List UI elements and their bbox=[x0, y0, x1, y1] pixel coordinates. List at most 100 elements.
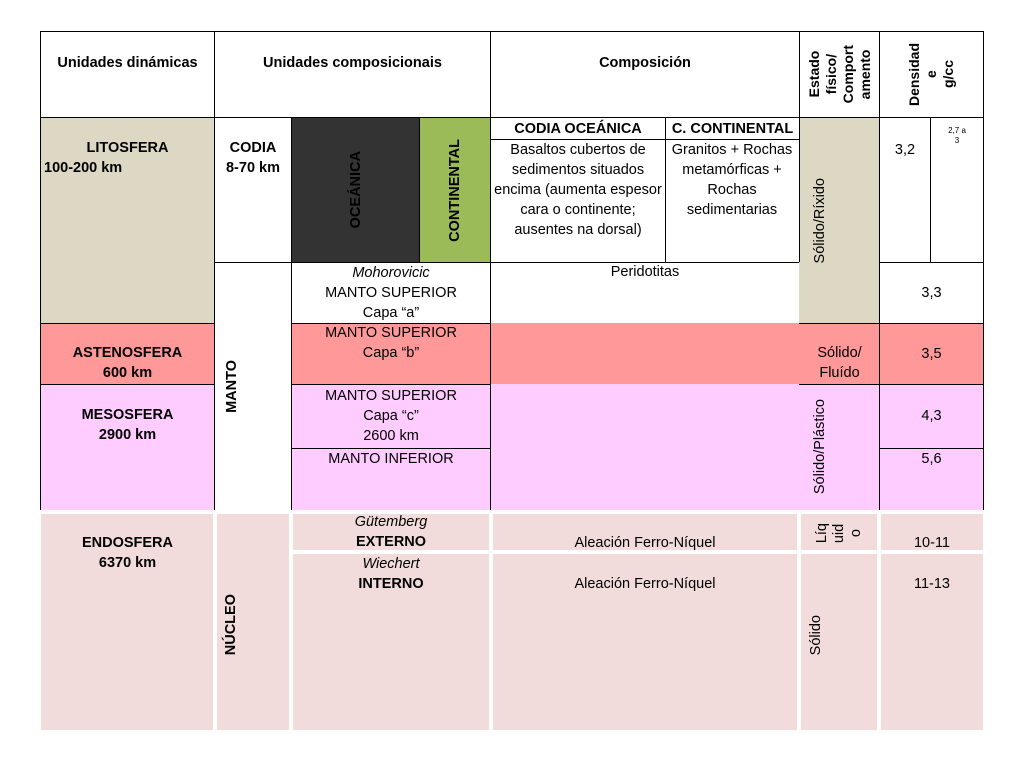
astenosfera-estado: Sólido/ Fluído bbox=[800, 343, 879, 383]
header-densidade: Densidad e g/cc bbox=[880, 32, 983, 117]
mesosfera-estado-text: Sólido/Plástico bbox=[812, 399, 828, 495]
manto-inferior: MANTO INFERIOR bbox=[328, 451, 454, 467]
capa-c-cell: MANTO SUPERIOR Capa “c” 2600 km bbox=[292, 384, 490, 448]
peridotitas: Peridotitas bbox=[610, 264, 680, 280]
astenosfera-bg-left bbox=[41, 323, 214, 384]
line-v-930 bbox=[930, 118, 931, 262]
nucleo-bg bbox=[217, 512, 290, 730]
astenosfera-label: ASTENOSFERA 600 km bbox=[41, 323, 214, 384]
capa-b-l1: MANTO SUPERIOR bbox=[325, 325, 457, 341]
astenosfera-estado-l2: Fluído bbox=[819, 365, 860, 381]
externo-cell: Gütemberg EXTERNO bbox=[293, 512, 489, 552]
density-capa-a: 3,3 bbox=[921, 284, 942, 301]
line-v-291 bbox=[291, 118, 292, 510]
astenosfera-depth: 600 km bbox=[102, 364, 153, 381]
line-left bbox=[40, 31, 41, 510]
gap-h-core-mid bbox=[293, 550, 983, 554]
mesosfera-bg-left bbox=[41, 384, 214, 512]
mesosfera-depth: 2900 km bbox=[98, 427, 157, 443]
capa-c-l1: MANTO SUPERIOR bbox=[325, 388, 457, 404]
line-h-lito-bottom-m bbox=[291, 323, 491, 324]
litosfera-estado: Sólido/Ríxido bbox=[800, 118, 840, 323]
line-h-capa-c-bottom-r bbox=[879, 448, 984, 449]
interno-density: 11-13 bbox=[913, 576, 950, 592]
mesosfera-name: MESOSFERA bbox=[81, 407, 174, 423]
moho-l3: Capa “a” bbox=[362, 304, 420, 321]
line-h-asteno-bottom-l bbox=[40, 384, 215, 385]
externo-estado-l2: uid bbox=[830, 523, 847, 543]
externo-l1: Gütemberg bbox=[354, 514, 428, 530]
moho-l2: MANTO SUPERIOR bbox=[325, 284, 457, 301]
nucleo-label: NÚCLEO bbox=[217, 560, 245, 690]
header-composicion: Composición bbox=[599, 55, 691, 71]
oceanica-label: OCEÁNICA bbox=[292, 118, 419, 262]
endosfera-name: ENDOSFERA bbox=[81, 535, 174, 551]
header-estado-l2: físico/ bbox=[822, 54, 839, 95]
codia-continental-text: Granitos + Rochas metamórficas + Rochas … bbox=[671, 142, 793, 218]
line-top bbox=[40, 31, 984, 32]
mesosfera-estado: Sólido/Plástico bbox=[800, 384, 840, 510]
header-densidade-l2: e bbox=[923, 70, 939, 79]
externo-estado-l1: Líq bbox=[813, 522, 830, 544]
manto-label: MANTO bbox=[215, 263, 249, 510]
externo-density: 10-11 bbox=[913, 535, 950, 551]
density-capa-b: 3,5 bbox=[921, 345, 942, 362]
header-densidade-l3: g/cc bbox=[940, 60, 956, 89]
interno-comp: Aleación Ferro-Níquel bbox=[574, 576, 716, 592]
interno-l1: Wiechert bbox=[362, 556, 420, 572]
density-continental: 2,7 a 3 bbox=[931, 126, 983, 150]
interno-estado: Sólido bbox=[801, 600, 831, 670]
moho-l1: Mohorovicic bbox=[352, 264, 430, 281]
header-densidade-l1: Densidad bbox=[906, 42, 922, 106]
endosfera-label: ENDOSFERA 6370 km bbox=[41, 532, 214, 574]
gap-h-core-top bbox=[41, 510, 983, 514]
line-v-419 bbox=[419, 118, 420, 262]
gap-v-nucleo-l bbox=[213, 512, 217, 730]
endosfera-depth: 6370 km bbox=[98, 555, 157, 571]
header-estado-l4: amento bbox=[856, 49, 873, 100]
line-v-799b bbox=[799, 118, 800, 262]
header-estado-l3: Comport bbox=[839, 45, 856, 104]
interno-l2: INTERNO bbox=[358, 576, 424, 592]
endosfera-bg-left bbox=[41, 512, 214, 730]
line-h-codia-bottom bbox=[214, 262, 799, 263]
line-v-214 bbox=[214, 31, 215, 510]
codia-depth: 8-70 km bbox=[225, 160, 280, 176]
header-composicionais: Unidades composicionais bbox=[263, 55, 442, 71]
externo-estado: Líq uid o bbox=[801, 514, 877, 552]
line-header-bottom bbox=[40, 117, 984, 118]
manto-text: MANTO bbox=[224, 360, 240, 413]
externo-comp: Aleación Ferro-Níquel bbox=[574, 535, 716, 551]
line-h-lito-bottom-l bbox=[40, 323, 215, 324]
externo-estado-l3: o bbox=[847, 528, 864, 538]
density-continental-l1: 2,7 a bbox=[948, 126, 966, 135]
header-estado: Estado físico/ Comport amento bbox=[800, 32, 879, 117]
header-estado-l1: Estado bbox=[805, 51, 822, 98]
litosfera-depth: 100-200 km bbox=[44, 160, 123, 176]
nucleo-text: NÚCLEO bbox=[223, 594, 239, 656]
density-capa-c: 4,3 bbox=[921, 408, 942, 424]
gap-v-comp-l bbox=[489, 512, 493, 730]
litosfera-label: LITOSFERA 100-200 km bbox=[41, 138, 214, 180]
codia-name: CODIA bbox=[229, 140, 277, 156]
gap-v-estado-l bbox=[797, 512, 801, 730]
moho-cell: Mohorovicic MANTO SUPERIOR Capa “a” bbox=[292, 262, 490, 323]
codia-continental-title: C. CONTINENTAL bbox=[671, 120, 794, 137]
capa-b-cell: MANTO SUPERIOR Capa “b” bbox=[292, 323, 490, 363]
externo-l2: EXTERNO bbox=[355, 534, 427, 550]
oceanica-text: OCEÁNICA bbox=[347, 151, 364, 229]
capa-b-l2: Capa “b” bbox=[362, 345, 420, 361]
litosfera-estado-text: Sólido/Ríxido bbox=[812, 177, 828, 264]
estado-top-bg bbox=[799, 118, 879, 323]
line-v-799 bbox=[799, 31, 800, 118]
continental-text: CONTINENTAL bbox=[447, 138, 463, 242]
litosfera-name: LITOSFERA bbox=[86, 140, 169, 156]
capa-c-l2: Capa “c” bbox=[363, 408, 419, 424]
gap-v-estado-r bbox=[877, 512, 881, 730]
continental-bg bbox=[419, 118, 490, 262]
capa-c-l3: 2600 km bbox=[363, 428, 419, 444]
astenosfera-estado-l1: Sólido/ bbox=[817, 345, 862, 361]
continental-label: CONTINENTAL bbox=[420, 118, 490, 262]
endosfera-bg-right bbox=[293, 512, 983, 730]
line-h-codia-bottom-r bbox=[879, 262, 984, 263]
